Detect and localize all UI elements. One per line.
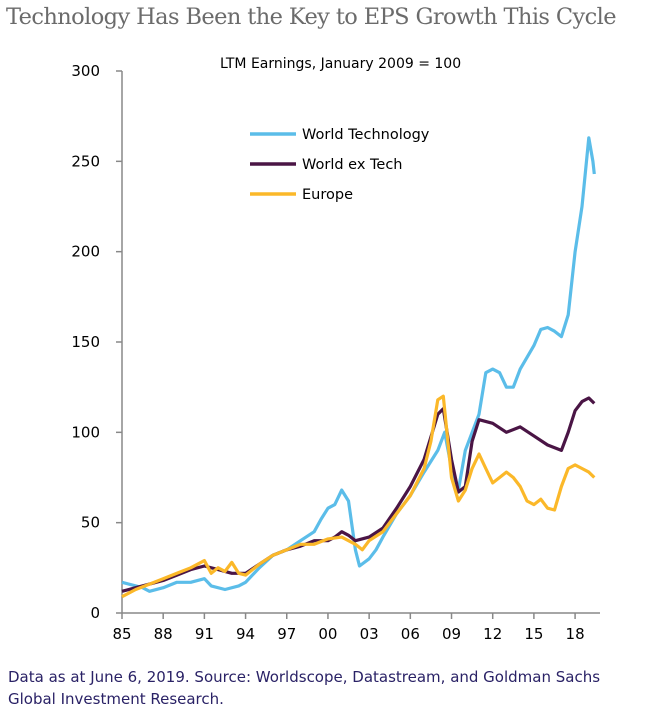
x-tick-label: 06 xyxy=(401,625,420,643)
chart-subtitle: LTM Earnings, January 2009 = 100 xyxy=(220,56,462,72)
x-tick-label: 03 xyxy=(360,625,379,643)
y-tick-label: 150 xyxy=(71,333,100,351)
axes: 0 50 100 150 200 250 300 85 88 91 94 97 00 03 06 09 12 15… xyxy=(71,62,600,643)
x-tick-label: 00 xyxy=(318,625,337,643)
x-tick-label: 88 xyxy=(154,625,173,643)
source-footnote: Data as at June 6, 2019. Source: Worldsc… xyxy=(8,668,601,708)
series-lines xyxy=(121,136,596,599)
x-tick-label: 18 xyxy=(566,625,585,643)
x-tick-label: 15 xyxy=(524,625,543,643)
x-tick-label: 85 xyxy=(112,625,131,643)
x-tick-label: 91 xyxy=(195,625,214,643)
series-line-world-technology xyxy=(121,136,596,593)
legend-label: World Technology xyxy=(302,127,430,143)
x-tick-label: 09 xyxy=(442,625,461,643)
chart-title: Technology Has Been the Key to EPS Growt… xyxy=(6,4,617,30)
legend: World Technology World ex Tech Europe xyxy=(250,127,430,203)
x-tick-label: 12 xyxy=(483,625,502,643)
series-line-europe xyxy=(121,394,596,599)
x-tick-label: 97 xyxy=(277,625,296,643)
y-tick-label: 50 xyxy=(81,514,100,532)
y-tick-label: 250 xyxy=(71,152,100,170)
legend-label: World ex Tech xyxy=(302,157,403,173)
x-tick-label: 94 xyxy=(236,625,255,643)
y-tick-label: 200 xyxy=(71,243,100,261)
y-tick-label: 0 xyxy=(90,604,100,622)
y-tick-label: 100 xyxy=(71,423,100,441)
y-tick-label: 300 xyxy=(71,62,100,80)
legend-label: Europe xyxy=(302,187,353,203)
